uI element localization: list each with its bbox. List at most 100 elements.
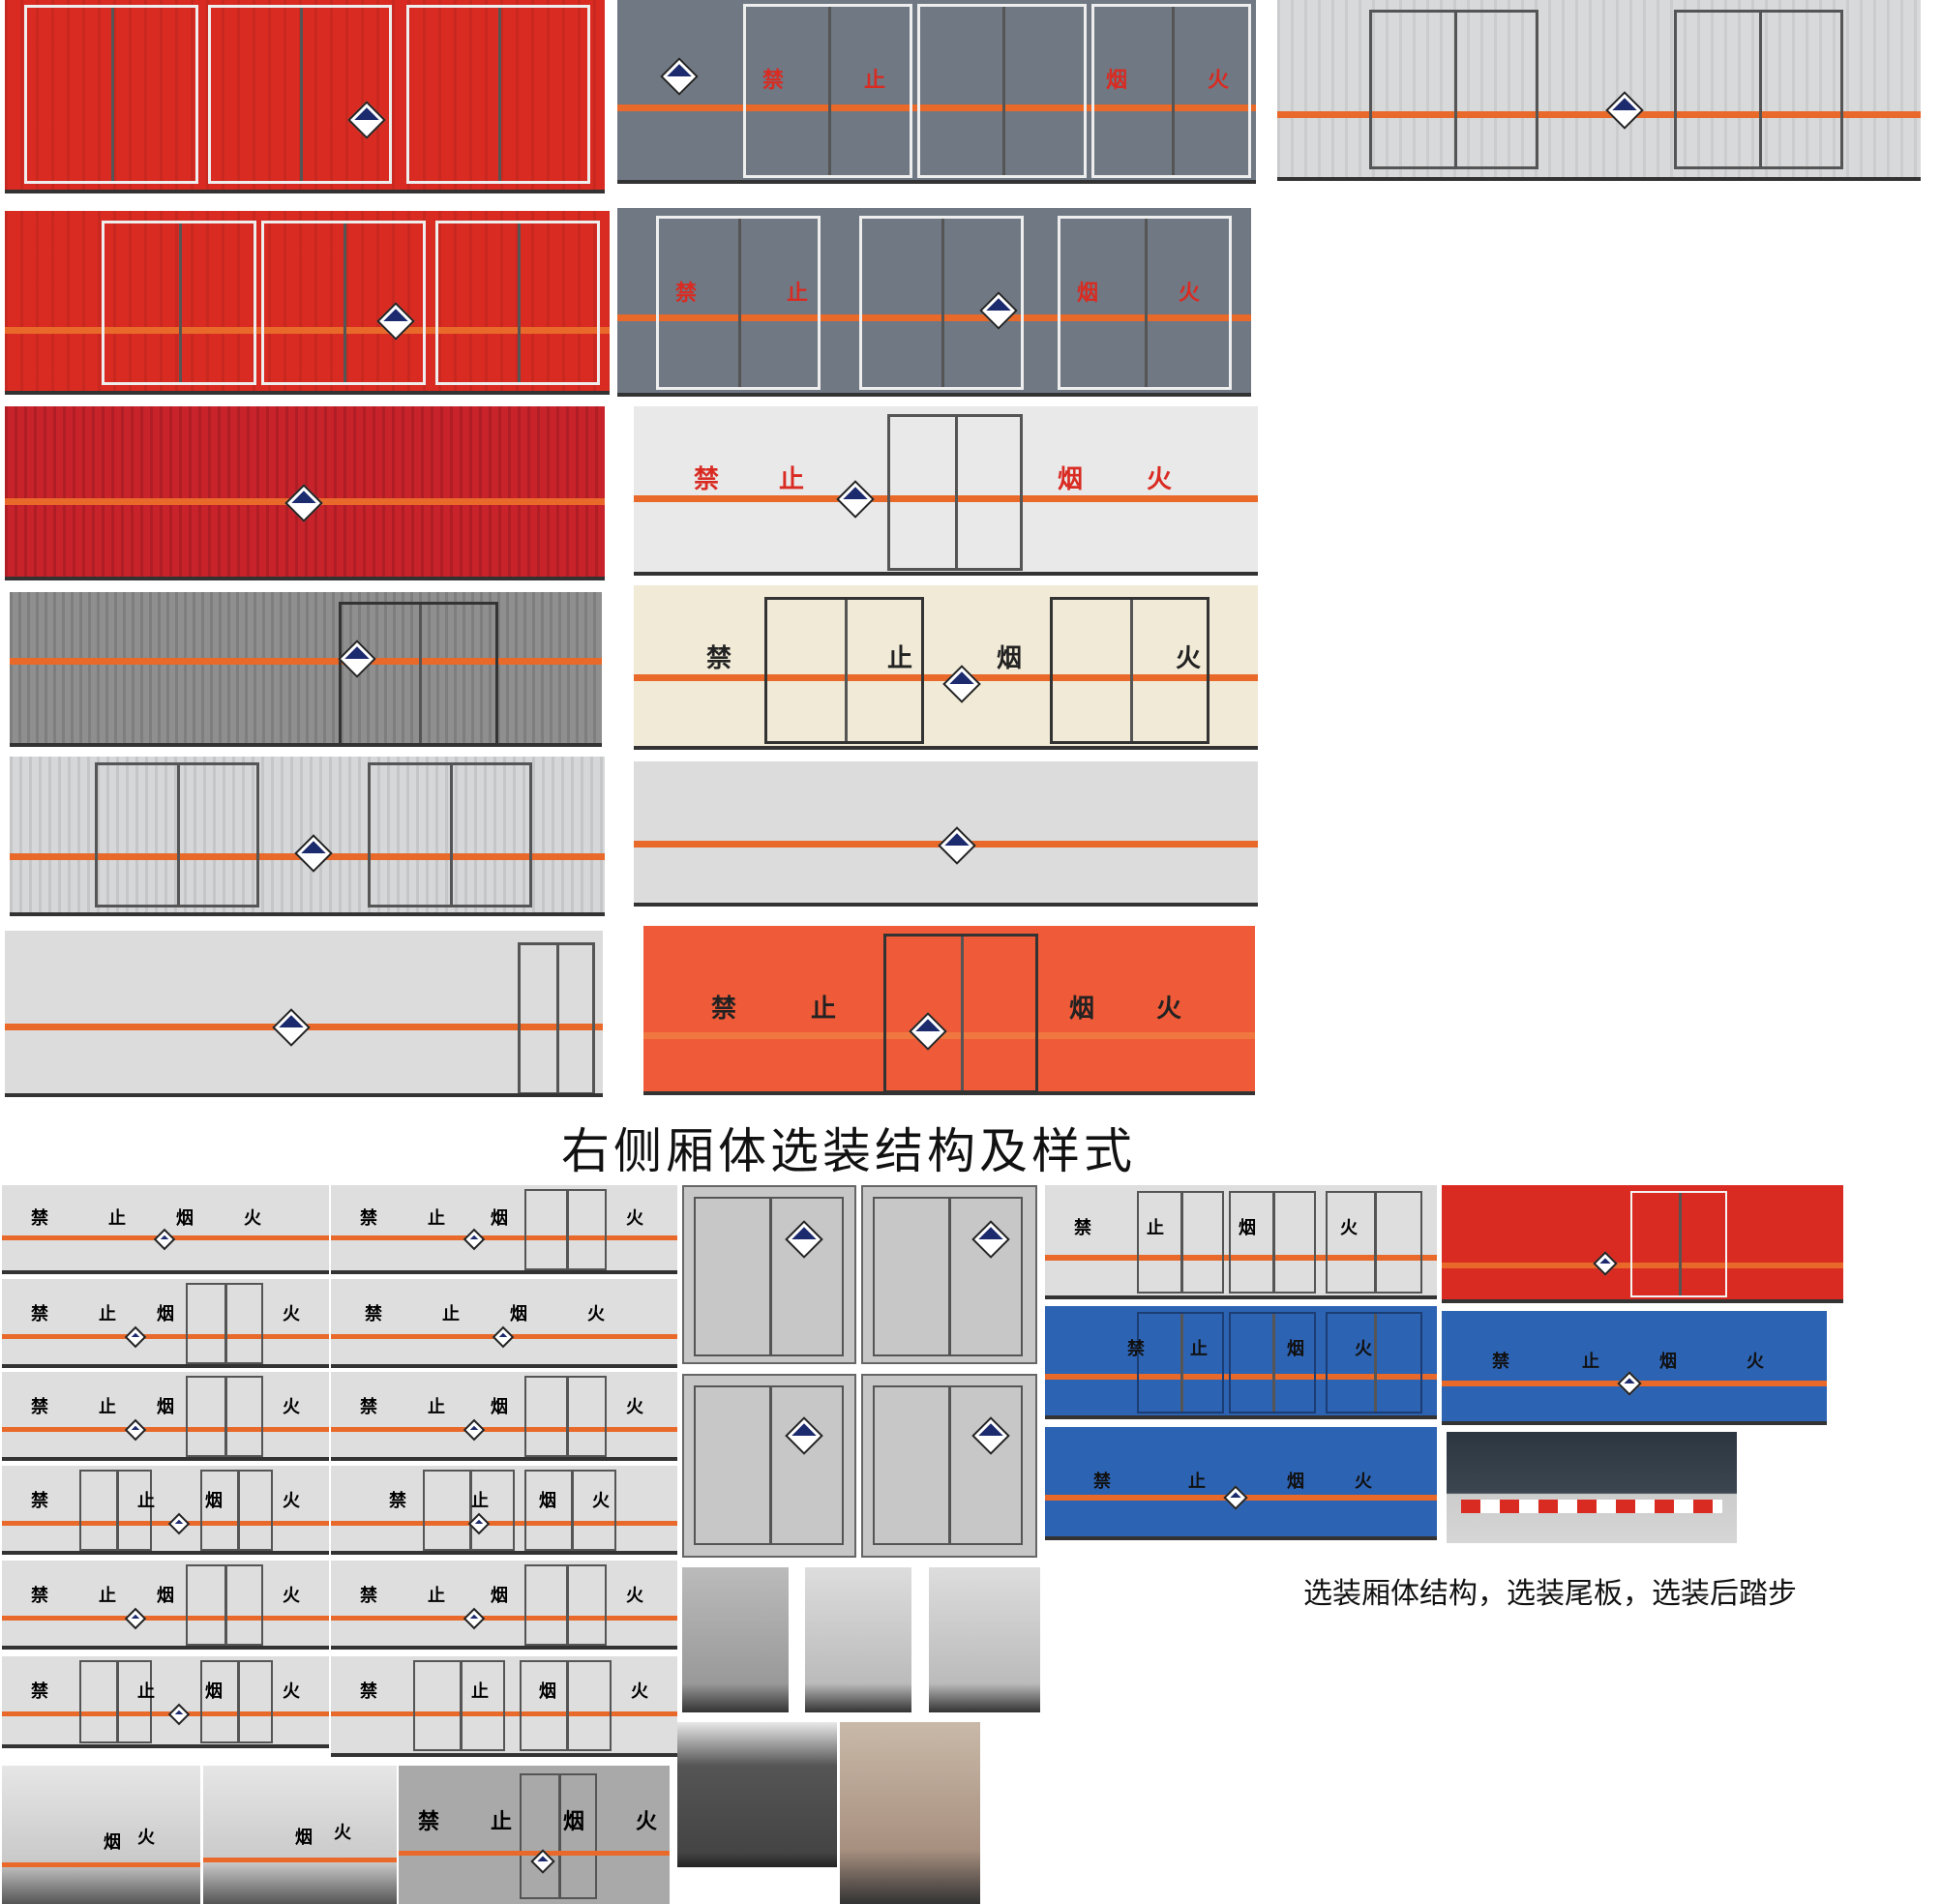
- sign-char-zhi: 止: [1147, 1218, 1164, 1238]
- cargo-door: [1091, 4, 1251, 178]
- hazard-diamond-icon: [492, 1325, 515, 1349]
- cargo-door: [339, 602, 498, 743]
- sign-char-zhi: 止: [811, 995, 837, 1024]
- rear-door-view: [682, 1185, 856, 1364]
- small-panel: 禁 止 烟 火: [2, 1279, 329, 1368]
- sign-char-huo: 火: [1355, 1339, 1372, 1359]
- sign-char-zhi: 止: [137, 1681, 155, 1702]
- sign-char-huo: 火: [283, 1586, 300, 1606]
- rear-door-view: [861, 1185, 1037, 1364]
- reflective-stripe: [2, 1616, 329, 1621]
- sign-char-huo: 火: [283, 1491, 300, 1511]
- sign-char-huo: 火: [283, 1397, 300, 1417]
- reflective-stripe: [331, 1521, 677, 1526]
- cargo-door: [435, 221, 600, 385]
- sign-char-jin: 禁: [360, 1397, 377, 1417]
- truck-body-panel: [5, 931, 603, 1097]
- section-title-options: 选装厢体结构，选装尾板，选装后踏步: [1303, 1577, 1797, 1611]
- reflective-stripe: [634, 674, 1258, 681]
- small-panel: 禁 止 烟 火: [331, 1279, 677, 1368]
- hazard-diamond-icon: [124, 1418, 147, 1442]
- panel-ribs: [5, 211, 610, 391]
- sign-char-huo: 火: [592, 1491, 610, 1511]
- sign-char-yan: 烟: [491, 1586, 508, 1606]
- cargo-door: [79, 1660, 152, 1743]
- sign-char-huo: 火: [283, 1681, 300, 1702]
- sign-char-zhi: 止: [137, 1491, 155, 1511]
- sign-char-jin: 禁: [31, 1491, 48, 1511]
- reflective-stripe: [634, 495, 1258, 502]
- truck-body-panel: 禁 止 烟 火: [617, 0, 1256, 184]
- sign-char-yan: 烟: [1287, 1472, 1304, 1492]
- small-panel: 禁 止 烟 火: [331, 1466, 677, 1555]
- reflective-stripe: [1045, 1374, 1437, 1380]
- sign-char-jin: 禁: [31, 1304, 48, 1324]
- reflective-stripe: [1277, 111, 1921, 118]
- sign-char-yan: 烟: [205, 1681, 223, 1702]
- sign-char-yan: 烟: [157, 1397, 174, 1417]
- cargo-door: [79, 1470, 152, 1551]
- panel-ribs: [1277, 0, 1921, 177]
- cargo-door: [1369, 10, 1538, 169]
- cargo-door: [524, 1564, 607, 1646]
- cargo-door: [518, 942, 595, 1093]
- sign-char-yan: 烟: [491, 1397, 508, 1417]
- rear-bumper: [1461, 1500, 1722, 1513]
- sign-char-yan: 烟: [1659, 1352, 1677, 1372]
- truck-body-panel: [634, 761, 1258, 907]
- truck-body-panel: [5, 211, 610, 395]
- sign-char-yan: 烟: [539, 1491, 556, 1511]
- cargo-door: [186, 1564, 263, 1646]
- cargo-door: [859, 216, 1024, 390]
- cargo-door: [1229, 1312, 1316, 1413]
- hazard-diamond-icon: [942, 665, 981, 703]
- sign-char-yan: 烟: [1287, 1339, 1304, 1359]
- reflective-stripe: [643, 1032, 1255, 1039]
- sign-char-jin: 禁: [31, 1397, 48, 1417]
- sign-char-huo: 火: [1147, 465, 1173, 494]
- truck-side-photo: 禁 止 烟 火: [399, 1766, 670, 1904]
- panel-ribs: [10, 757, 605, 912]
- rear-door-view: [861, 1374, 1037, 1558]
- sign-char-jin: 禁: [31, 1208, 48, 1229]
- sign-char-yan: 烟: [157, 1304, 174, 1324]
- sign-char-yan: 烟: [1069, 995, 1095, 1024]
- sign-char-huo: 火: [1747, 1352, 1764, 1372]
- cargo-door: [524, 1376, 607, 1457]
- small-panel: 禁 止 烟 火: [331, 1561, 677, 1650]
- sign-char-huo: 火: [626, 1586, 643, 1606]
- reflective-stripe: [2, 1521, 329, 1526]
- sign-char-yan: 烟: [104, 1832, 121, 1853]
- small-panel: 禁 止 烟 火: [1045, 1185, 1437, 1299]
- sign-char-zhi: 止: [428, 1208, 445, 1229]
- sign-char-jin: 禁: [31, 1681, 48, 1702]
- cargo-door: [102, 221, 256, 385]
- sign-char-zhi: 止: [1582, 1352, 1599, 1372]
- small-panel: 禁 止 烟 火: [331, 1185, 677, 1274]
- small-panel: 禁 止 烟 火: [2, 1561, 329, 1650]
- cargo-door: [1050, 597, 1209, 744]
- sign-char-huo: 火: [1179, 282, 1201, 306]
- sign-char-yan: 烟: [1077, 282, 1099, 306]
- sign-char-huo: 火: [334, 1823, 351, 1843]
- hazard-diamond-icon: [153, 1228, 176, 1251]
- cargo-door: [200, 1470, 273, 1551]
- small-panel: 禁 止 烟 火: [1442, 1311, 1827, 1425]
- sign-char-yan: 烟: [1106, 69, 1128, 93]
- sign-char-yan: 烟: [491, 1208, 508, 1229]
- sign-char-jin: 禁: [360, 1681, 377, 1702]
- cargo-door: [1137, 1312, 1224, 1413]
- reflective-stripe: [2, 1862, 200, 1867]
- truck-body-panel: 禁 止 烟 火: [643, 926, 1255, 1095]
- sign-char-zhi: 止: [99, 1304, 116, 1324]
- sign-char-huo: 火: [626, 1208, 643, 1229]
- hazard-diamond-icon: [1617, 1371, 1642, 1396]
- rear-step-photo: [1447, 1432, 1737, 1543]
- cargo-door: [1137, 1191, 1224, 1294]
- rear-tailgate-photo: [805, 1567, 911, 1712]
- reflective-stripe: [331, 1616, 677, 1621]
- sign-char-zhi: 止: [787, 282, 809, 306]
- cargo-door: [24, 5, 198, 184]
- sign-char-zhi: 止: [428, 1586, 445, 1606]
- sign-char-jin: 禁: [360, 1586, 377, 1606]
